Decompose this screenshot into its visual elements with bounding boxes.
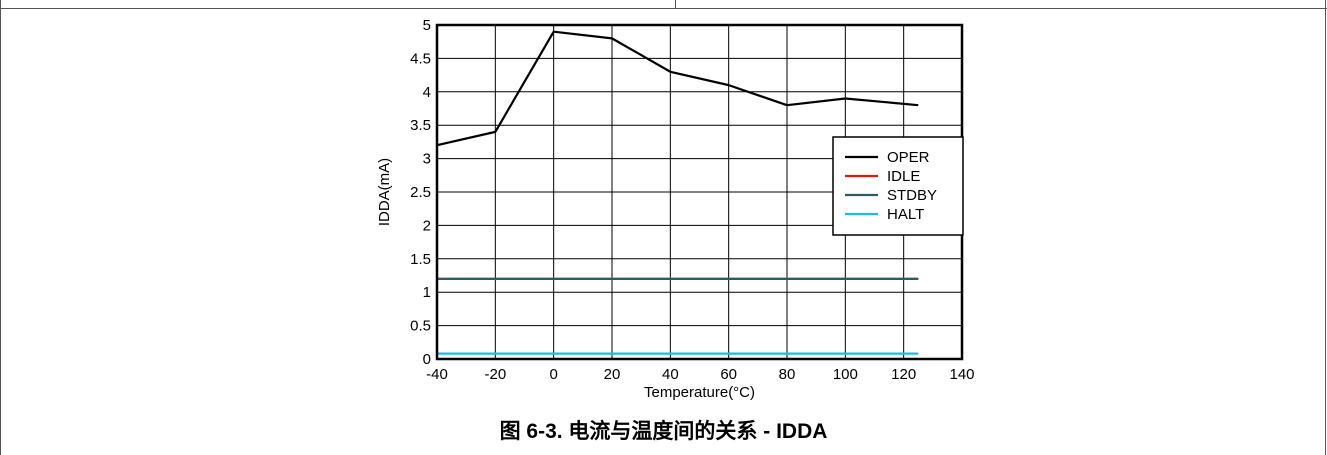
- y-tick-label: 2.5: [410, 184, 431, 201]
- y-tick-label: 3.5: [410, 117, 431, 134]
- x-axis-label: Temperature(°C): [644, 384, 755, 401]
- y-tick-label: 1: [423, 284, 431, 301]
- y-tick-label: 2: [423, 217, 431, 234]
- y-tick-label: 0.5: [410, 318, 431, 335]
- x-tick-label: 140: [949, 366, 974, 383]
- y-tick-label: 5: [423, 17, 431, 34]
- x-tick-label: 120: [891, 366, 916, 383]
- frame-left-border: [0, 0, 1, 455]
- line-chart: -40 -20 0 20 40 60 80 100 120 140 0 0.5 1 1.5 2 2.5 3 3.…: [376, 17, 975, 401]
- legend-label-idle: IDLE: [887, 168, 920, 185]
- frame-right-border: [1325, 0, 1326, 455]
- y-axis-ticks: 0 0.5 1 1.5 2 2.5 3 3.5 4 4.5 5: [410, 17, 431, 368]
- series-line-oper: [436, 30, 919, 147]
- y-axis-label: IDDA(mA): [376, 158, 393, 226]
- x-tick-label: 0: [549, 366, 557, 383]
- y-tick-label: 4: [423, 84, 431, 101]
- legend-box: [832, 136, 964, 236]
- chart-legend: OPER IDLE STDBY HALT: [832, 136, 964, 236]
- figure-caption: 图 6-3. 电流与温度间的关系 - IDDA: [499, 420, 828, 443]
- chart-series: [436, 30, 919, 355]
- y-tick-label: 3: [423, 151, 431, 168]
- x-tick-label: 40: [662, 366, 679, 383]
- y-tick-label: 1.5: [410, 251, 431, 268]
- x-tick-label: 60: [720, 366, 737, 383]
- y-tick-label: 4.5: [410, 50, 431, 67]
- y-tick-label: 0: [423, 351, 431, 368]
- x-tick-label: 100: [833, 366, 858, 383]
- x-tick-label: 80: [779, 366, 796, 383]
- legend-label-oper: OPER: [887, 149, 930, 166]
- frame-column-divider: [675, 0, 676, 9]
- legend-label-stdby: STDBY: [887, 187, 937, 204]
- x-axis-ticks: -40 -20 0 20 40 60 80 100 120 140: [426, 366, 974, 383]
- x-tick-label: 20: [604, 366, 621, 383]
- x-tick-label: -40: [426, 366, 448, 383]
- x-tick-label: -20: [484, 366, 506, 383]
- legend-label-halt: HALT: [887, 206, 924, 223]
- frame-top-border: [0, 8, 1327, 9]
